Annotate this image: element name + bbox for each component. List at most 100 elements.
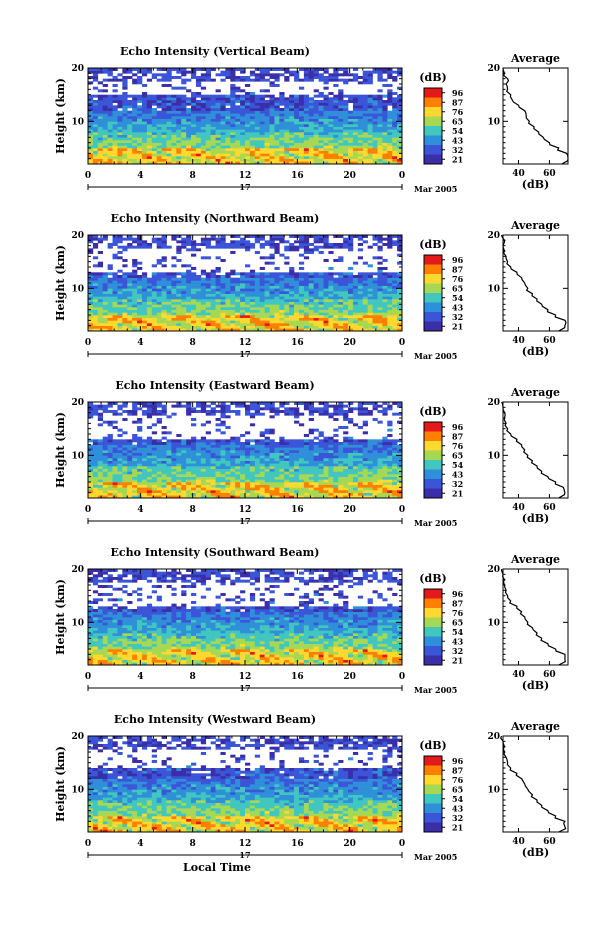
heatmap-cell: [264, 402, 270, 405]
heatmap-cell: [259, 455, 265, 459]
heatmap-cell: [284, 142, 290, 146]
heatmap-cell: [102, 70, 108, 74]
heatmap-cell: [294, 301, 300, 305]
heatmap-cell: [107, 134, 113, 138]
heatmap-cell: [210, 471, 216, 475]
heatmap-cell: [308, 132, 314, 135]
heatmap-cell: [279, 288, 285, 292]
heatmap-cell: [200, 134, 207, 138]
heatmap-cell: [205, 444, 211, 448]
colorbar-segment: [424, 154, 442, 165]
heatmap-cell: [146, 402, 153, 405]
heatmap-cell: [156, 299, 162, 302]
heatmap-cell: [269, 145, 275, 149]
heatmap-cell: [122, 490, 128, 493]
heatmap-cell: [195, 156, 202, 159]
heatmap-cell: [107, 471, 113, 475]
heatmap-cell: [225, 94, 231, 98]
heatmap-cell: [274, 479, 280, 483]
heatmap-cell: [333, 70, 339, 74]
heatmap-cell: [171, 68, 177, 71]
heatmap-cell: [357, 116, 364, 119]
heatmap-cell: [137, 444, 143, 448]
heatmap-cell: [264, 283, 270, 286]
heatmap-cell: [303, 100, 310, 103]
heatmap-cell: [284, 283, 290, 286]
heatmap-cell: [264, 291, 270, 294]
heatmap-cell: [176, 235, 182, 238]
heatmap-cell: [269, 471, 275, 475]
heatmap-cell: [220, 134, 226, 138]
heatmap-cell: [102, 471, 108, 475]
heatmap-cell: [181, 94, 187, 98]
heatmap-cell: [235, 145, 241, 149]
heatmap-cell: [249, 479, 256, 483]
heatmap-cell: [132, 320, 138, 324]
heatmap-cell: [141, 474, 148, 477]
heatmap-cell: [245, 410, 251, 413]
heatmap-cell: [191, 288, 197, 292]
heatmap-cell: [298, 304, 305, 308]
heatmap-cell: [264, 148, 270, 151]
heatmap-cell: [259, 105, 265, 109]
heatmap-cell: [318, 240, 324, 244]
heatmap-cell: [235, 444, 241, 448]
heatmap-cell: [362, 277, 368, 281]
heatmap-cell: [117, 156, 123, 159]
heatmap-cell: [397, 261, 403, 265]
heatmap-cell: [230, 129, 236, 133]
heatmap-cell: [215, 288, 221, 292]
heatmap-cell: [151, 490, 157, 493]
heatmap-cell: [137, 296, 143, 300]
heatmap-cell: [254, 100, 261, 103]
heatmap-cell: [269, 431, 275, 435]
heatmap-cell: [377, 73, 383, 77]
heatmap-cell: [88, 150, 94, 154]
heatmap-cell: [210, 291, 216, 294]
heatmap-cell: [220, 291, 226, 294]
heatmap-cell: [323, 245, 329, 249]
heatmap-cell: [235, 307, 241, 310]
heatmap-cell: [323, 293, 329, 297]
heatmap-cell: [112, 100, 118, 103]
heatmap-cell: [338, 243, 344, 246]
heatmap-cell: [235, 299, 241, 302]
heatmap-cell: [137, 113, 143, 117]
heatmap-cell: [357, 307, 364, 310]
heatmap-cell: [387, 158, 393, 162]
heatmap-cell: [176, 158, 182, 162]
heatmap-cell: [249, 320, 256, 324]
heatmap-cell: [122, 116, 128, 119]
heatmap-cell: [328, 267, 334, 270]
heatmap-cell: [323, 148, 329, 151]
heatmap-cell: [215, 283, 221, 286]
heatmap-cell: [195, 484, 202, 488]
heatmap-cell: [240, 447, 246, 451]
heatmap-cell: [284, 102, 290, 106]
heatmap-cell: [156, 325, 162, 329]
heatmap-cell: [289, 161, 295, 165]
heatmap-cell: [289, 134, 295, 138]
heatmap-cell: [137, 447, 143, 451]
heatmap-cell: [107, 466, 113, 469]
heatmap-cell: [117, 479, 123, 483]
heatmap-cell: [88, 280, 94, 284]
heatmap-cell: [156, 307, 162, 310]
heatmap-cell: [215, 428, 221, 432]
heatmap-cell: [151, 150, 157, 154]
heatmap-cell: [112, 299, 118, 302]
heatmap-cell: [274, 76, 280, 79]
heatmap-cell: [303, 76, 310, 79]
heatmap-cell: [141, 277, 148, 281]
heatmap-cell: [382, 102, 388, 106]
heatmap-cell: [210, 474, 216, 477]
heatmap-cell: [97, 484, 104, 488]
heatmap-cell: [298, 156, 305, 159]
heatmap-cell: [269, 148, 275, 151]
heatmap-cell: [210, 299, 216, 302]
heatmap-cell: [240, 471, 246, 475]
heatmap-cell: [107, 463, 113, 467]
heatmap-cell: [274, 118, 280, 122]
heatmap-cell: [397, 296, 403, 300]
heatmap-cell: [151, 126, 157, 130]
